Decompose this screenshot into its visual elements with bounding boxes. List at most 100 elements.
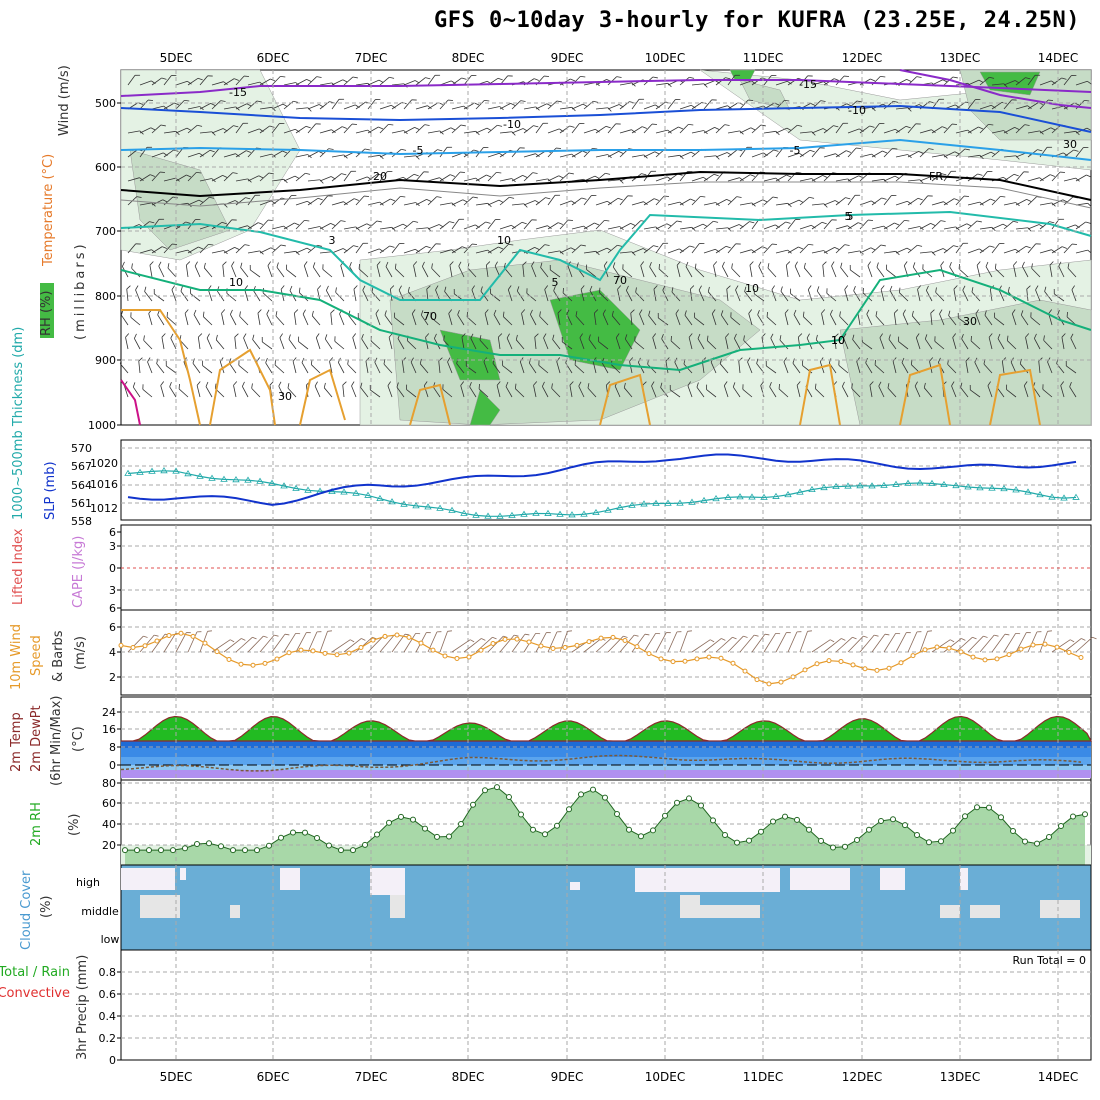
wind-speed-point — [514, 636, 520, 642]
thickness-point — [568, 511, 576, 518]
wind-barb — [238, 360, 249, 374]
wind-barb — [822, 261, 827, 278]
wind-barb — [485, 261, 491, 278]
wind-speed-point — [682, 658, 688, 664]
upper-axis-labels: RH (%) Temperature (°C) Wind (m/s) (mill… — [39, 65, 88, 340]
wind-barb — [239, 311, 249, 326]
rh-point — [734, 839, 740, 846]
wind-barb — [1015, 199, 1032, 206]
wind10m-barb — [343, 638, 366, 653]
wind-barb — [1035, 285, 1041, 302]
wind-barb — [796, 381, 801, 398]
wind10m-barb — [1051, 639, 1075, 653]
wind-barb — [823, 125, 839, 134]
temp2m-panel: 24 16 8 0 2m Temp 2m DewPt (6hr Min/Max) (°… — [9, 696, 1092, 786]
rh-point — [242, 847, 248, 854]
wind10m-barb — [919, 630, 933, 653]
wind-speed-point — [478, 647, 484, 653]
wind-barb — [379, 226, 396, 232]
wind-barb — [607, 197, 623, 206]
wind-barb — [1001, 357, 1007, 374]
y-tick-label: 2 — [109, 671, 116, 684]
wind-barb — [685, 261, 693, 278]
wind-barb — [523, 172, 538, 182]
wind-barb — [919, 251, 936, 256]
wind-barb — [643, 151, 660, 158]
wind-barb — [967, 154, 984, 160]
wind-barb — [763, 243, 778, 254]
wind-barb — [319, 195, 333, 206]
wind-barb — [914, 381, 921, 398]
thickness-point — [868, 482, 876, 489]
wind-barb — [979, 226, 996, 232]
thickness-point — [976, 484, 984, 491]
wind-barb — [247, 222, 263, 230]
wind-barb — [967, 220, 982, 230]
rh-point — [998, 814, 1004, 821]
wind-barb — [835, 244, 850, 254]
wind-barb — [730, 312, 741, 326]
wind-barb — [648, 310, 657, 326]
wind-barb — [559, 247, 576, 254]
wind-barb — [1058, 261, 1065, 278]
bottom-date-label: 8DEC — [452, 1070, 485, 1084]
wind-barb — [923, 382, 933, 398]
rh-point — [1010, 827, 1016, 834]
wind-barb — [765, 360, 777, 374]
y-tick-label: 0.6 — [99, 988, 117, 1001]
wind-barb — [310, 359, 321, 374]
wind10m-barb — [499, 634, 519, 653]
wind-barb — [919, 223, 936, 230]
wind-barb — [458, 261, 465, 278]
wind-barb — [859, 125, 875, 134]
wind10m-barb — [895, 632, 911, 653]
contour-line — [120, 181, 1092, 209]
rh-point — [1022, 838, 1028, 845]
wind-barb — [196, 381, 201, 398]
rh-point — [770, 818, 776, 825]
temp-band — [121, 770, 1091, 778]
rh-point — [554, 822, 560, 829]
wind-barb — [165, 360, 177, 374]
millibars-label: (millibars) — [73, 241, 88, 340]
wind-barb — [835, 75, 850, 86]
wind-barb — [575, 311, 585, 326]
wind-barb — [598, 287, 609, 302]
wind-barb — [619, 129, 636, 134]
contour-label: -5 — [413, 144, 424, 157]
wind-barb — [742, 384, 753, 398]
wind-barb — [166, 311, 177, 326]
chart-title: GFS 0~10day 3-hourly for KUFRA (23.25E, … — [433, 8, 1080, 33]
wind-barb — [1003, 173, 1019, 182]
wind-barb — [687, 381, 693, 398]
y-tick-label: 6 — [109, 602, 116, 615]
wind-barb — [379, 76, 395, 86]
slp-tick: 1016 — [90, 478, 118, 491]
top-date-label: 11DEC — [743, 51, 783, 65]
thickness-point — [652, 499, 660, 506]
wind-barb — [811, 175, 828, 182]
wind-barb — [619, 223, 636, 230]
contour-label: 10 — [831, 334, 845, 347]
wind-barb — [1015, 124, 1030, 134]
wind-barb — [361, 334, 369, 350]
wind10m-panel: 6 4 2 10m Wind Speed & Barbs (m/s) — [9, 609, 1097, 696]
dewpt-label: 2m DewPt — [29, 705, 44, 772]
thickness-point — [688, 498, 696, 505]
wind-barb — [931, 79, 948, 86]
wind-barb — [247, 175, 264, 182]
wind-barb — [688, 333, 693, 350]
wind-barb — [1075, 80, 1092, 86]
wind-barb — [922, 264, 933, 278]
bottom-date-label: 6DEC — [257, 1070, 290, 1084]
wind-barb — [228, 358, 237, 374]
wind-speed-point — [154, 638, 160, 644]
wind-barb — [259, 106, 276, 112]
wind-barb — [235, 244, 250, 254]
wind-barb — [355, 195, 370, 206]
wind-barb — [367, 220, 382, 230]
wind-barb — [775, 174, 792, 182]
cape-label: CAPE (J/kg) — [71, 536, 86, 608]
wind-barb — [775, 80, 792, 86]
wind-barb — [271, 123, 285, 134]
